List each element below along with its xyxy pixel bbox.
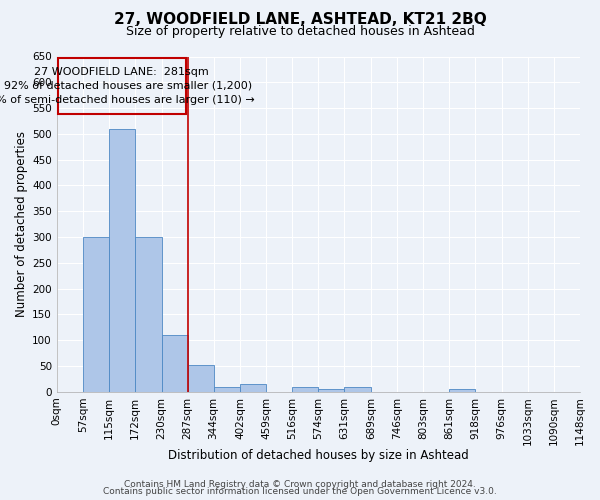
Text: 27, WOODFIELD LANE, ASHTEAD, KT21 2BQ: 27, WOODFIELD LANE, ASHTEAD, KT21 2BQ (113, 12, 487, 28)
Bar (344, 386, 371, 392)
Bar (135, 237, 161, 392)
Bar (58, 58, 186, 114)
Y-axis label: Number of detached properties: Number of detached properties (15, 131, 28, 317)
Bar (240, 384, 266, 392)
Bar (449, 389, 475, 392)
Text: Contains public sector information licensed under the Open Government Licence v3: Contains public sector information licen… (103, 487, 497, 496)
Bar (214, 386, 240, 392)
Bar (161, 335, 188, 392)
Bar (83, 237, 109, 392)
Text: 27 WOODFIELD LANE:  281sqm
← 92% of detached houses are smaller (1,200)
8% of se: 27 WOODFIELD LANE: 281sqm ← 92% of detac… (0, 67, 254, 105)
Bar (109, 128, 135, 392)
Text: Contains HM Land Registry data © Crown copyright and database right 2024.: Contains HM Land Registry data © Crown c… (124, 480, 476, 489)
Bar (292, 386, 319, 392)
Bar (188, 365, 214, 392)
X-axis label: Distribution of detached houses by size in Ashtead: Distribution of detached houses by size … (168, 450, 469, 462)
Bar (319, 389, 344, 392)
Text: Size of property relative to detached houses in Ashtead: Size of property relative to detached ho… (125, 25, 475, 38)
